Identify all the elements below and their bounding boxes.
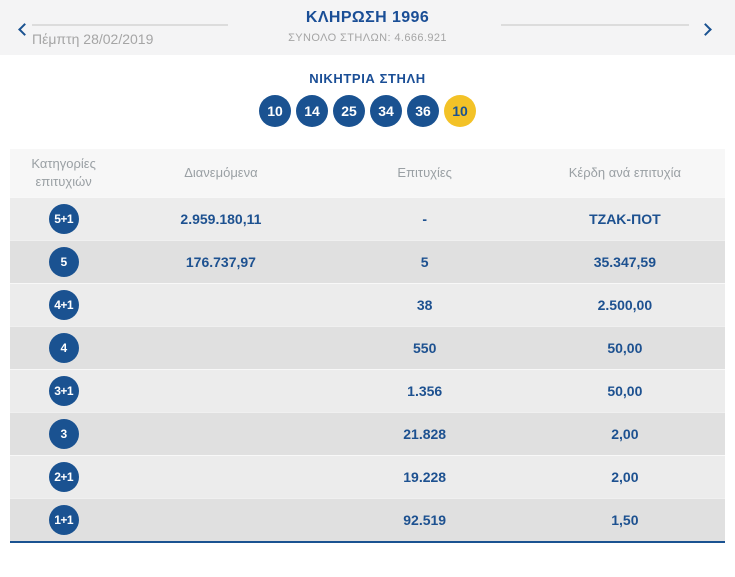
total-columns-label: ΣΥΝΟΛΟ ΣΤΗΛΩΝ: 4.666.921 — [288, 32, 447, 44]
winning-number-ball: 14 — [296, 95, 328, 127]
table-row: 5 176.737,97 5 35.347,59 — [10, 240, 725, 283]
winners-value: - — [422, 211, 428, 227]
prize-value: 35.347,59 — [593, 254, 657, 270]
winning-numbers: 10 14 25 34 36 10 — [0, 95, 735, 127]
winners-value: 38 — [416, 297, 433, 313]
prize-value: 1,50 — [611, 512, 639, 528]
draw-title-block: ΚΛΗΡΩΣΗ 1996 ΣΥΝΟΛΟ ΣΤΗΛΩΝ: 4.666.921 — [0, 9, 735, 44]
category-badge: 5 — [48, 247, 79, 277]
winning-column-section: ΝΙΚΗΤΡΙΑ ΣΤΗΛΗ 10 14 25 34 36 10 — [0, 71, 735, 127]
column-header-category: Κατηγορίες επιτυχιών — [31, 156, 96, 189]
winners-value: 5 — [420, 254, 429, 270]
category-badge: 4+1 — [48, 290, 79, 320]
distributed-value: 176.737,97 — [185, 254, 256, 270]
winners-value: 92.519 — [403, 512, 447, 528]
winners-value: 21.828 — [403, 426, 447, 442]
category-badge: 4 — [48, 333, 79, 363]
prize-value: 2.500,00 — [597, 297, 653, 313]
winning-number-ball: 10 — [259, 95, 291, 127]
draw-date-block: Πέμπτη 28/02/2019 — [32, 24, 228, 47]
prize-results-table: Κατηγορίες επιτυχιών Διανεμόμενα Επιτυχί… — [10, 149, 725, 543]
table-row: 1+1 92.519 1,50 — [10, 498, 725, 541]
table-row: 3 21.828 2,00 — [10, 412, 725, 455]
winners-value: 19.228 — [403, 469, 447, 485]
divider-line-right-block — [501, 24, 689, 26]
next-draw-button[interactable] — [695, 17, 719, 41]
chevron-right-icon — [698, 22, 712, 36]
distributed-value: 2.959.180,11 — [180, 211, 262, 227]
winners-value: 550 — [413, 340, 437, 356]
column-header-prize: Κέρδη ανά επιτυχία — [568, 165, 681, 181]
winning-number-ball: 36 — [407, 95, 439, 127]
winning-number-ball: 34 — [370, 95, 402, 127]
category-badge: 3+1 — [48, 376, 79, 406]
table-row: 2+1 19.228 2,00 — [10, 455, 725, 498]
table-row: 3+1 1.356 50,00 — [10, 369, 725, 412]
winning-column-title: ΝΙΚΗΤΡΙΑ ΣΤΗΛΗ — [309, 71, 426, 86]
prize-value: 50,00 — [607, 383, 643, 399]
joker-number-ball: 10 — [444, 95, 476, 127]
draw-title: ΚΛΗΡΩΣΗ 1996 — [305, 9, 430, 26]
category-badge: 5+1 — [48, 204, 79, 234]
prize-value: 2,00 — [611, 469, 639, 485]
winners-value: 1.356 — [407, 383, 443, 399]
prize-value: 2,00 — [611, 426, 639, 442]
table-row: 4 550 50,00 — [10, 326, 725, 369]
category-badge: 3 — [48, 419, 79, 449]
category-badge: 2+1 — [48, 462, 79, 492]
divider-line-right — [501, 24, 689, 26]
draw-navigation-header: Πέμπτη 28/02/2019 ΚΛΗΡΩΣΗ 1996 ΣΥΝΟΛΟ ΣΤ… — [0, 0, 735, 55]
divider-line-left — [32, 24, 228, 26]
winning-number-ball: 25 — [333, 95, 365, 127]
prize-value: ΤΖΑΚ-ΠΟΤ — [589, 211, 661, 227]
prize-value: 50,00 — [607, 340, 643, 356]
column-header-winners: Επιτυχίες — [397, 165, 452, 181]
category-badge: 1+1 — [48, 505, 79, 535]
table-row: 5+1 2.959.180,11 - ΤΖΑΚ-ΠΟΤ — [10, 197, 725, 240]
table-header-row: Κατηγορίες επιτυχιών Διανεμόμενα Επιτυχί… — [10, 149, 725, 197]
table-row: 4+1 38 2.500,00 — [10, 283, 725, 326]
draw-date: Πέμπτη 28/02/2019 — [32, 31, 154, 47]
column-header-distributed: Διανεμόμενα — [184, 165, 258, 181]
